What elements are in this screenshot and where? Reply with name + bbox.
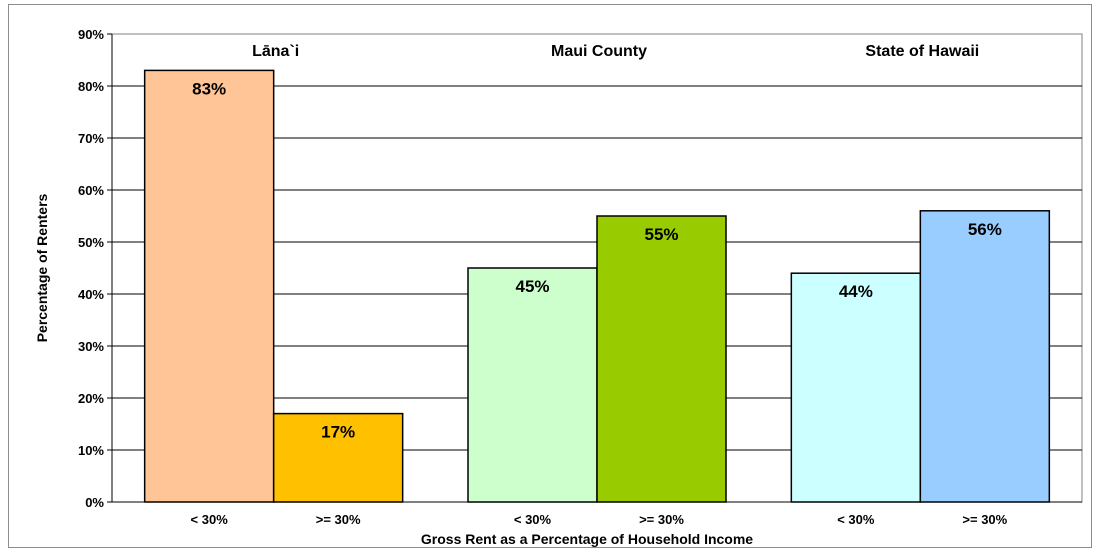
y-tick-label: 30% — [78, 339, 104, 354]
bar-value-label: 17% — [321, 423, 355, 442]
x-tick-label: < 30% — [514, 512, 552, 527]
x-tick-label: >= 30% — [639, 512, 684, 527]
bar-value-label: 44% — [839, 282, 873, 301]
x-tick-label: >= 30% — [962, 512, 1007, 527]
y-tick-label: 10% — [78, 443, 104, 458]
y-tick-label: 20% — [78, 391, 104, 406]
x-tick-label: >= 30% — [316, 512, 361, 527]
y-tick-label: 0% — [85, 495, 104, 510]
bar — [919, 210, 1051, 503]
bar-value-label: 56% — [968, 220, 1002, 239]
y-tick-label: 90% — [78, 27, 104, 42]
x-tick-label: < 30% — [191, 512, 229, 527]
group-label: Lāna`i — [252, 43, 299, 60]
bar — [790, 272, 922, 503]
bar — [596, 215, 727, 503]
y-axis-title: Percentage of Renters — [34, 193, 50, 342]
bar — [467, 267, 598, 503]
y-tick-label: 60% — [78, 183, 104, 198]
y-tick-label: 70% — [78, 131, 104, 146]
x-axis-title: Gross Rent as a Percentage of Household … — [421, 531, 753, 547]
y-tick-label: 50% — [78, 235, 104, 250]
y-tick-label: 40% — [78, 287, 104, 302]
x-tick-label: < 30% — [837, 512, 875, 527]
group-label: State of Hawaii — [865, 43, 979, 60]
y-tick-label: 80% — [78, 79, 104, 94]
group-label: Maui County — [551, 43, 647, 60]
bar-value-label: 83% — [192, 79, 226, 98]
bar — [272, 412, 404, 503]
bar — [143, 69, 275, 503]
bar-value-label: 55% — [644, 225, 678, 244]
bar-value-label: 45% — [515, 277, 549, 296]
